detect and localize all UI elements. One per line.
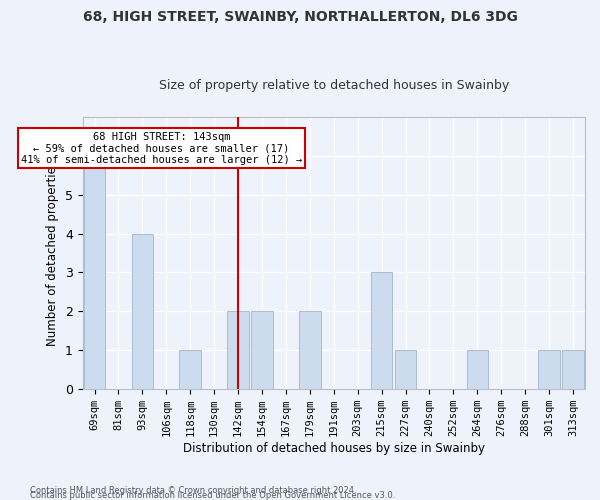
Bar xyxy=(371,272,392,389)
Text: 68 HIGH STREET: 143sqm
← 59% of detached houses are smaller (17)
41% of semi-det: 68 HIGH STREET: 143sqm ← 59% of detached… xyxy=(21,132,302,165)
Bar xyxy=(467,350,488,389)
Bar xyxy=(395,350,416,389)
Title: Size of property relative to detached houses in Swainby: Size of property relative to detached ho… xyxy=(158,79,509,92)
Text: Contains public sector information licensed under the Open Government Licence v3: Contains public sector information licen… xyxy=(30,491,395,500)
Bar xyxy=(251,312,273,389)
Bar xyxy=(84,156,105,389)
Text: Contains HM Land Registry data © Crown copyright and database right 2024.: Contains HM Land Registry data © Crown c… xyxy=(30,486,356,495)
Text: 68, HIGH STREET, SWAINBY, NORTHALLERTON, DL6 3DG: 68, HIGH STREET, SWAINBY, NORTHALLERTON,… xyxy=(83,10,517,24)
X-axis label: Distribution of detached houses by size in Swainby: Distribution of detached houses by size … xyxy=(183,442,485,455)
Bar xyxy=(538,350,560,389)
Bar xyxy=(179,350,201,389)
Y-axis label: Number of detached properties: Number of detached properties xyxy=(46,160,59,346)
Bar xyxy=(227,312,249,389)
Bar xyxy=(299,312,320,389)
Bar xyxy=(131,234,153,389)
Bar xyxy=(562,350,584,389)
